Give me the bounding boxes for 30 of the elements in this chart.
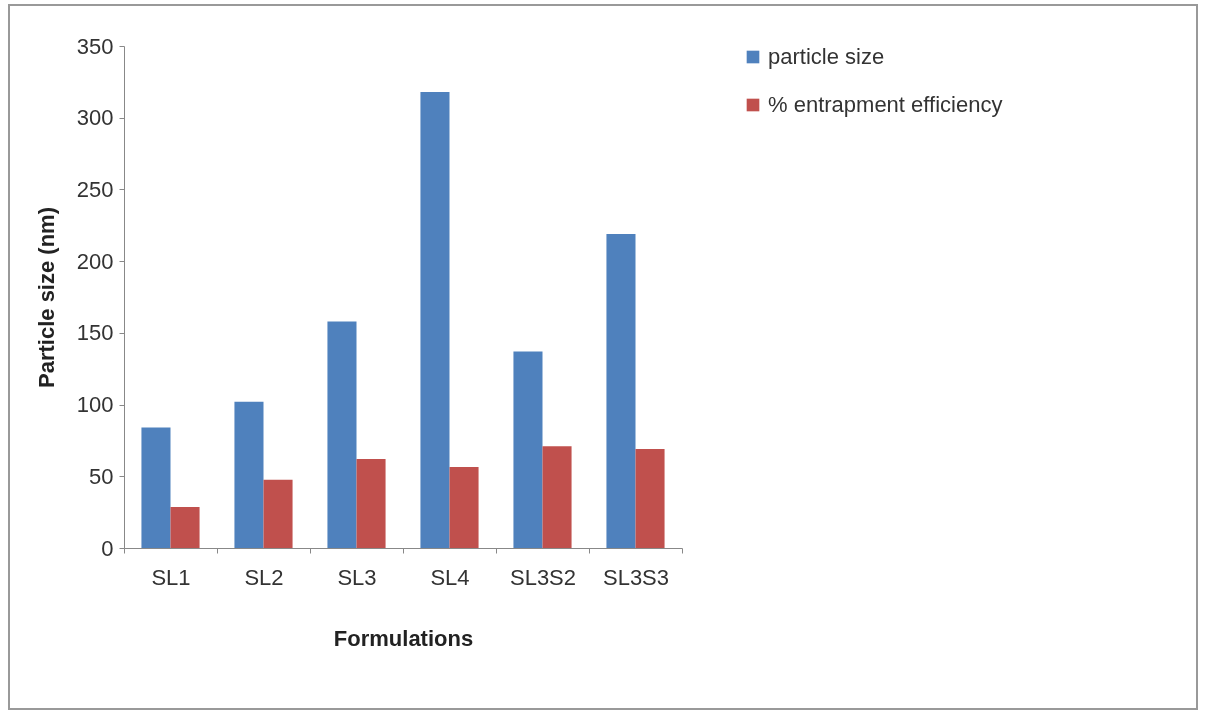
y-tick-label: 0 xyxy=(101,535,114,561)
y-tick-label: 150 xyxy=(76,320,114,346)
x-tick-label: SL4 xyxy=(430,564,470,590)
x-tick-label: SL1 xyxy=(151,564,191,590)
bar xyxy=(327,321,357,548)
x-axis-title: Formulations xyxy=(333,625,474,651)
legend-label: particle size xyxy=(768,44,885,69)
x-tick-label: SL2 xyxy=(244,564,284,590)
bar xyxy=(170,507,200,548)
x-tick-label: SL3S2 xyxy=(509,564,577,590)
x-tick-label: SL3 xyxy=(337,564,377,590)
bar xyxy=(513,351,543,548)
bar xyxy=(542,446,572,548)
y-tick-label: 250 xyxy=(76,176,114,202)
bar xyxy=(141,427,171,548)
y-tick-label: 300 xyxy=(76,105,114,131)
bar xyxy=(263,479,293,548)
bar xyxy=(635,449,665,548)
y-tick-label: 100 xyxy=(76,392,114,418)
y-tick-label: 200 xyxy=(76,248,114,274)
x-tick-label: SL3S3 xyxy=(602,564,670,590)
y-tick-label: 350 xyxy=(76,33,114,59)
y-tick-label: 50 xyxy=(89,463,114,489)
y-axis-title: Particle size (nm) xyxy=(33,207,59,388)
bar xyxy=(449,466,479,548)
bar xyxy=(606,233,636,548)
bar xyxy=(234,401,264,548)
legend-label: % entrapment efficiency xyxy=(768,92,1003,117)
bar xyxy=(420,91,450,548)
bar xyxy=(356,459,386,548)
